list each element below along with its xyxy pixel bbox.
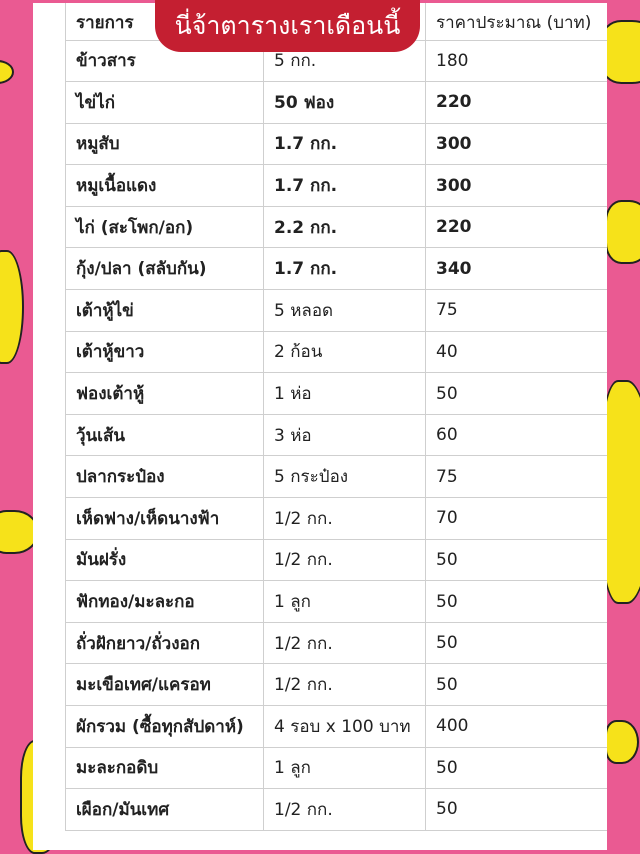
item-cell: กุ้ง/ปลา (สลับกัน) — [65, 247, 264, 291]
qty-cell: 1 ลูก — [263, 580, 426, 623]
item-cell: เต้าหู้ไข่ — [65, 289, 264, 332]
item-cell: ผักรวม (ซื้อทุกสัปดาห์) — [65, 705, 264, 748]
price-cell: 340 — [425, 247, 607, 291]
item-cell: หมูเนื้อแดง — [65, 164, 264, 207]
table-row: มันฝรั่ง 1/2 กก. 50 — [65, 538, 607, 582]
item-cell: ฟักทอง/มะละกอ — [65, 580, 264, 623]
price-cell: 300 — [425, 164, 607, 207]
item-cell: ไก่ (สะโพก/อก) — [65, 205, 264, 249]
item-cell: เห็ดฟาง/เห็ดนางฟ้า — [65, 497, 264, 540]
item-cell: หมูสับ — [65, 122, 264, 166]
price-cell: 50 — [425, 580, 607, 623]
banana-icon — [0, 510, 39, 554]
item-cell: ฟองเต้าหู้ — [65, 372, 264, 415]
table-row: ฟักทอง/มะละกอ 1 ลูก 50 — [65, 580, 607, 623]
qty-cell: 5 หลอด — [263, 289, 426, 332]
price-cell: 50 — [425, 788, 607, 831]
table-row: ฟองเต้าหู้ 1 ห่อ 50 — [65, 372, 607, 415]
qty-cell: 4 รอบ x 100 บาท — [263, 705, 426, 748]
table-row: ไก่ (สะโพก/อก) 2.2 กก. 220 — [65, 205, 607, 249]
price-cell: 60 — [425, 413, 607, 457]
qty-cell: 2.2 กก. — [263, 205, 426, 249]
price-cell: 50 — [425, 372, 607, 415]
table-row: ถั่วฝักยาว/ถั่วงอก 1/2 กก. 50 — [65, 621, 607, 665]
budget-table: รายการ ราคาประมาณ (บาท) ข้าวสาร 5 กก. 180 ไ… — [65, 3, 607, 831]
price-cell: 300 — [425, 122, 607, 166]
banana-icon — [605, 200, 640, 264]
price-cell: 220 — [425, 205, 607, 249]
table-row: เต้าหู้ไข่ 5 หลอด 75 — [65, 289, 607, 332]
table-row: เต้าหู้ขาว 2 ก้อน 40 — [65, 330, 607, 374]
header-price: ราคาประมาณ (บาท) — [425, 3, 607, 41]
qty-cell: 1 ลูก — [263, 746, 426, 790]
qty-cell: 1/2 กก. — [263, 621, 426, 665]
table-panel: รายการ ราคาประมาณ (บาท) ข้าวสาร 5 กก. 180 ไ… — [33, 3, 607, 850]
price-cell: 75 — [425, 289, 607, 332]
table-row: หมูสับ 1.7 กก. 300 — [65, 122, 607, 166]
item-cell: ปลากระป๋อง — [65, 455, 264, 499]
item-cell: ถั่วฝักยาว/ถั่วงอก — [65, 621, 264, 665]
qty-cell: 1 ห่อ — [263, 372, 426, 415]
page-title: นี่จ้าตารางเราเดือนนี้ — [155, 0, 420, 52]
price-cell: 50 — [425, 746, 607, 790]
price-cell: 400 — [425, 705, 607, 748]
qty-cell: 1.7 กก. — [263, 164, 426, 207]
price-cell: 50 — [425, 621, 607, 665]
qty-cell: 5 กระป๋อง — [263, 455, 426, 499]
table-row: ไข่ไก่ 50 ฟอง 220 — [65, 81, 607, 124]
table-row: ปลากระป๋อง 5 กระป๋อง 75 — [65, 455, 607, 499]
qty-cell: 50 ฟอง — [263, 81, 426, 124]
price-cell: 220 — [425, 81, 607, 124]
table-row: ผักรวม (ซื้อทุกสัปดาห์) 4 รอบ x 100 บาท 40… — [65, 705, 607, 748]
price-cell: 180 — [425, 39, 607, 83]
table-row: มะละกอดิบ 1 ลูก 50 — [65, 746, 607, 790]
item-cell: มะละกอดิบ — [65, 746, 264, 790]
item-cell: ไข่ไก่ — [65, 81, 264, 124]
item-cell: วุ้นเส้น — [65, 413, 264, 457]
qty-cell: 1/2 กก. — [263, 497, 426, 540]
banana-icon — [0, 60, 14, 84]
table-row: วุ้นเส้น 3 ห่อ 60 — [65, 413, 607, 457]
qty-cell: 1/2 กก. — [263, 663, 426, 706]
qty-cell: 1.7 กก. — [263, 122, 426, 166]
item-cell: เต้าหู้ขาว — [65, 330, 264, 374]
banana-icon — [605, 720, 639, 764]
table-row: กุ้ง/ปลา (สลับกัน) 1.7 กก. 340 — [65, 247, 607, 291]
qty-cell: 2 ก้อน — [263, 330, 426, 374]
item-cell: มันฝรั่ง — [65, 538, 264, 582]
item-cell: เผือก/มันเทศ — [65, 788, 264, 831]
price-cell: 75 — [425, 455, 607, 499]
qty-cell: 1/2 กก. — [263, 788, 426, 831]
price-cell: 50 — [425, 663, 607, 706]
price-cell: 40 — [425, 330, 607, 374]
qty-cell: 1/2 กก. — [263, 538, 426, 582]
table-row: มะเขือเทศ/แครอท 1/2 กก. 50 — [65, 663, 607, 706]
item-cell: มะเขือเทศ/แครอท — [65, 663, 264, 706]
qty-cell: 3 ห่อ — [263, 413, 426, 457]
table-row: เห็ดฟาง/เห็ดนางฟ้า 1/2 กก. 70 — [65, 497, 607, 540]
table-row: เผือก/มันเทศ 1/2 กก. 50 — [65, 788, 607, 831]
price-cell: 70 — [425, 497, 607, 540]
price-cell: 50 — [425, 538, 607, 582]
table-row: หมูเนื้อแดง 1.7 กก. 300 — [65, 164, 607, 207]
banana-icon — [0, 250, 24, 364]
qty-cell: 1.7 กก. — [263, 247, 426, 291]
